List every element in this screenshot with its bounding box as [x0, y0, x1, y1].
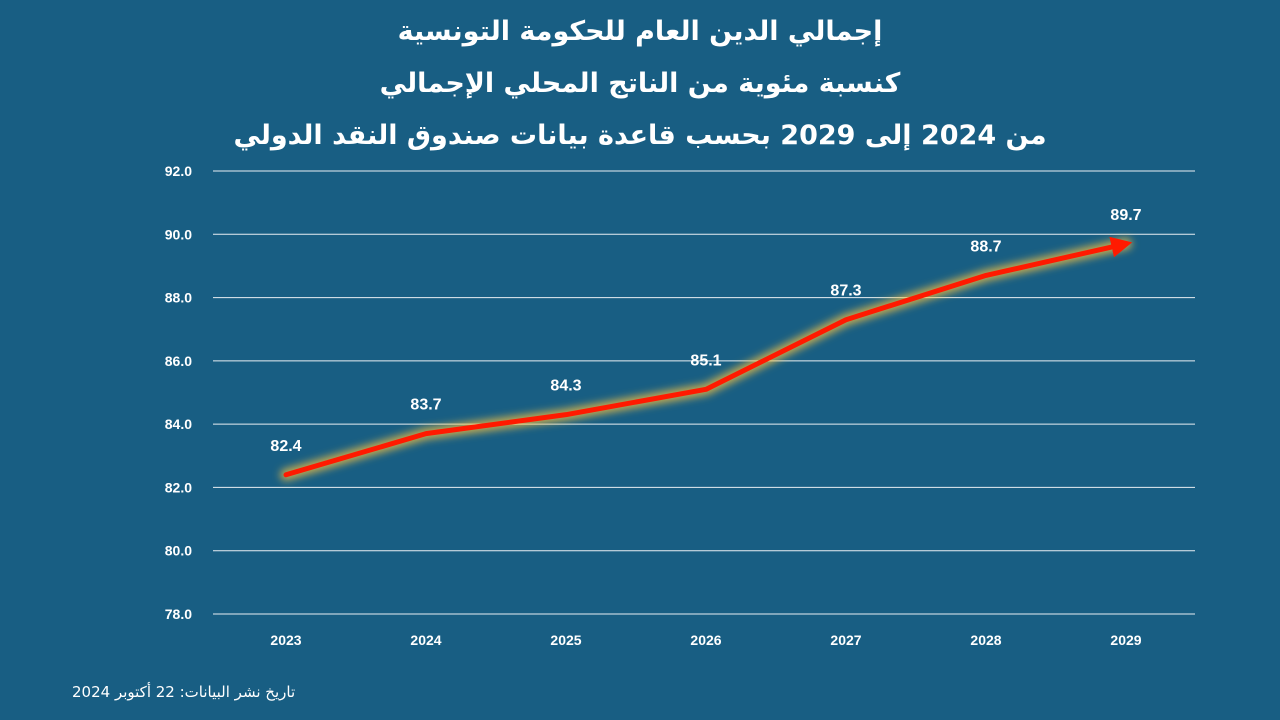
data-point-2023: [284, 472, 288, 477]
y-tick-label-82.0: 82.0: [165, 479, 192, 495]
x-tick-label-2025: 2025: [550, 632, 581, 648]
y-tick-label-78.0: 78.0: [165, 606, 192, 622]
x-tick-label-2027: 2027: [830, 632, 861, 648]
y-tick-label-86.0: 86.0: [165, 353, 192, 369]
data-label-2024: 83.7: [410, 397, 441, 414]
x-tick-label-2028: 2028: [970, 632, 1001, 648]
data-point-2028: [984, 273, 988, 278]
publication-date-note: تاريخ نشر البيانات: 22 أكتوبر 2024: [72, 683, 296, 701]
data-label-2027: 87.3: [830, 283, 861, 300]
title-line-2: كنسبة مئوية من الناتج المحلي الإجمالي: [379, 68, 901, 99]
y-tick-label-84.0: 84.0: [165, 416, 192, 432]
x-tick-label-2024: 2024: [410, 632, 441, 648]
data-label-2029: 89.7: [1110, 207, 1141, 224]
data-point-2024: [424, 431, 428, 436]
data-point-2026: [704, 387, 708, 392]
chart-title: إجمالي الدين العام للحكومة التونسية كنسب…: [0, 6, 1280, 162]
data-label-2028: 88.7: [970, 238, 1001, 255]
x-tick-label-2029: 2029: [1110, 632, 1141, 648]
x-tick-label-2026: 2026: [690, 632, 721, 648]
title-line-1: إجمالي الدين العام للحكومة التونسية: [397, 16, 883, 47]
data-label-2026: 85.1: [690, 352, 721, 369]
y-tick-label-88.0: 88.0: [165, 290, 192, 306]
data-label-2025: 84.3: [550, 378, 581, 395]
data-point-2025: [564, 412, 568, 417]
y-tick-label-80.0: 80.0: [165, 543, 192, 559]
y-tick-label-92.0: 92.0: [165, 163, 192, 179]
data-point-2027: [844, 317, 848, 322]
data-point-2029: [1124, 241, 1128, 246]
y-tick-label-90.0: 90.0: [165, 226, 192, 242]
title-line-3: من 2024 إلى 2029 بحسب قاعدة بيانات صندوق…: [233, 120, 1047, 151]
x-tick-label-2023: 2023: [270, 632, 301, 648]
data-label-2023: 82.4: [270, 438, 301, 455]
